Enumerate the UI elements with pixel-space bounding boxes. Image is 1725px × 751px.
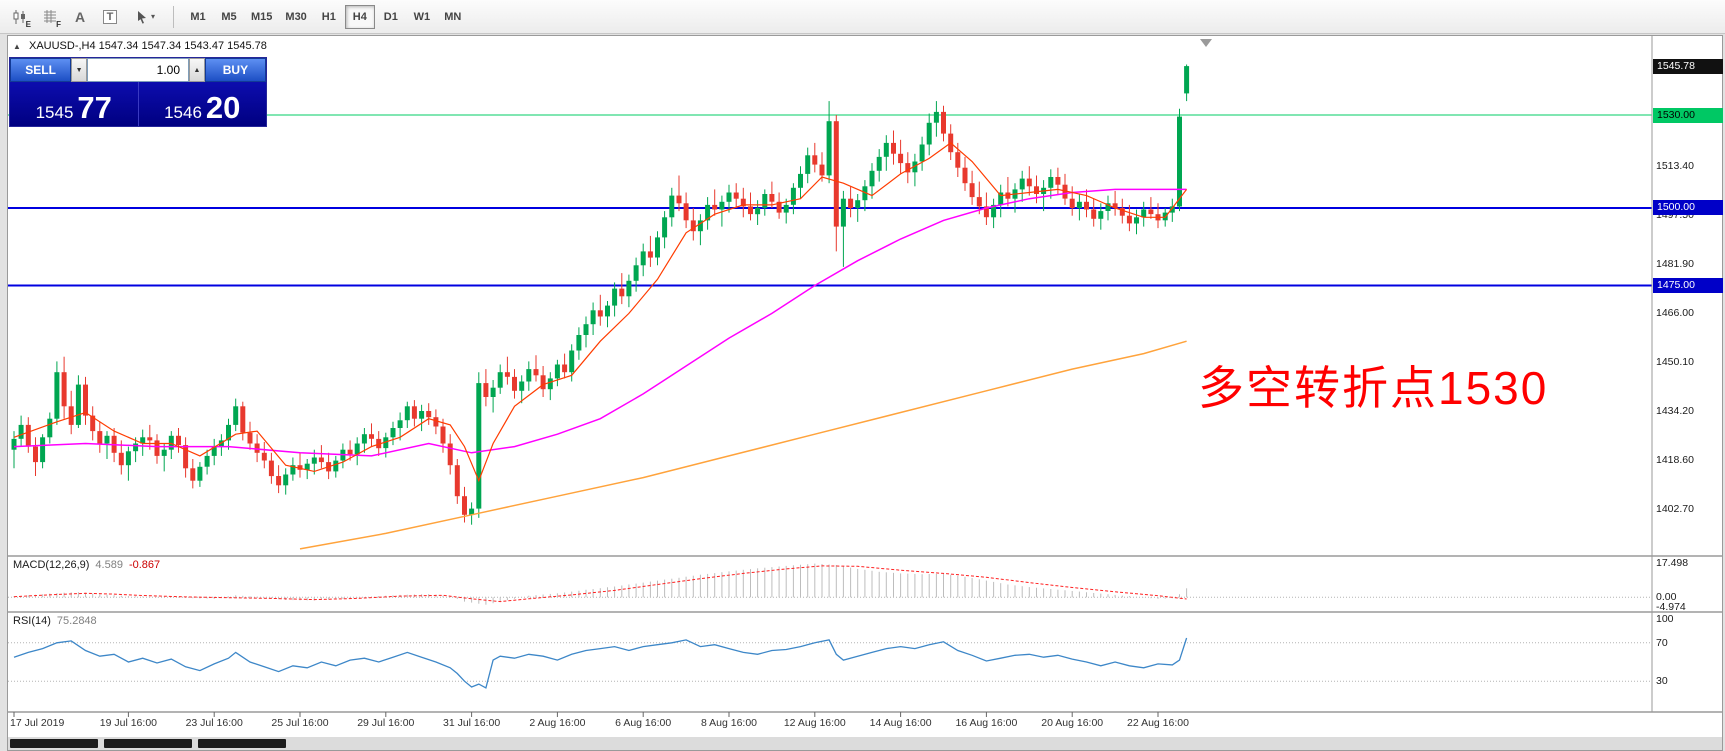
ask-price-prefix: 1546	[164, 103, 202, 122]
volume-down-button[interactable]: ▼	[71, 58, 87, 82]
main-toolbar: E F A T ▾ M1 M5 M15 M30 H1 H4 D1 W1 MN	[0, 0, 1725, 34]
price-axis-label: 1450.10	[1656, 356, 1694, 369]
time-axis-label: 19 Jul 16:00	[99, 717, 157, 729]
timeframe-group: M1 M5 M15 M30 H1 H4 D1 W1 MN	[183, 4, 468, 29]
time-axis-label: 8 Aug 16:00	[700, 717, 758, 729]
taskbar-item[interactable]	[198, 739, 286, 748]
buy-button[interactable]: BUY	[204, 58, 266, 82]
rsi-axis-label: 70	[1656, 636, 1668, 649]
macd-signal-line	[13, 565, 1187, 603]
symbol-ohlc-text: XAUUSD-,H4 1547.34 1547.34 1543.47 1545.…	[28, 40, 267, 52]
chart-shift-marker-icon[interactable]	[1200, 39, 1212, 47]
time-axis-label: 14 Aug 16:00	[869, 717, 932, 729]
toolbar-separator	[173, 5, 174, 28]
time-axis-label: 22 Aug 16:00	[1127, 717, 1189, 729]
dropdown-caret-icon: ▾	[150, 12, 155, 21]
volume-input[interactable]	[87, 58, 189, 82]
rsi-axis-label: 30	[1656, 675, 1668, 688]
volume-up-button[interactable]: ▲	[189, 58, 205, 82]
candlestick-icon	[13, 9, 25, 24]
taskbar-item[interactable]	[10, 739, 98, 748]
ask-price-display: 1546 20	[139, 82, 267, 126]
chart-type-button[interactable]: E	[6, 4, 34, 30]
time-axis-label: 29 Jul 16:00	[357, 717, 415, 729]
timeframe-button-H1[interactable]: H1	[314, 5, 344, 29]
time-axis-label: 16 Aug 16:00	[955, 717, 1018, 729]
time-axis-label: 17 Jul 2019	[10, 717, 65, 729]
bid-price-display: 1545 77	[10, 82, 139, 126]
macd-axis-label: 0.00	[1656, 591, 1677, 604]
price-level-box-1530.00[interactable]: 1530.00	[1653, 107, 1723, 123]
chart-annotation-text[interactable]: 多空转折点1530	[1198, 362, 1549, 414]
letter-t-icon: T	[102, 9, 118, 24]
timeframe-button-H4[interactable]: H4	[344, 4, 375, 29]
icon-sub-f: F	[56, 19, 61, 29]
symbol-info: ▲ XAUUSD-,H4 1547.34 1547.34 1543.47 154…	[13, 40, 267, 52]
bid-price-prefix: 1545	[35, 103, 74, 122]
timeframe-button-MN[interactable]: MN	[438, 5, 468, 29]
sell-button[interactable]: SELL	[10, 58, 72, 82]
price-axis-label: 1418.60	[1656, 453, 1694, 466]
time-axis-label: 23 Jul 16:00	[185, 717, 243, 729]
time-axis-label: 2 Aug 16:00	[529, 717, 586, 729]
price-level-box-1500.00[interactable]: 1500.00	[1653, 200, 1723, 216]
cursor-tool-button[interactable]: ▾	[126, 4, 164, 30]
bid-price-big: 77	[77, 89, 112, 125]
timeframe-button-D1[interactable]: D1	[376, 5, 406, 29]
timeframe-button-M30[interactable]: M30	[279, 5, 312, 29]
ma-red-line	[13, 142, 1188, 483]
taskbar-item[interactable]	[104, 739, 192, 748]
letter-a-icon: A	[74, 8, 86, 25]
timeframe-button-W1[interactable]: W1	[407, 5, 437, 29]
time-axis-label: 12 Aug 16:00	[783, 717, 846, 729]
current-price-box: 1545.78	[1653, 58, 1723, 74]
cursor-icon	[137, 10, 146, 24]
price-axis-label: 1466.00	[1656, 306, 1694, 319]
macd-indicator-label: MACD(12,26,9) 4.589 -0.867	[13, 559, 161, 571]
price-axis-label: 1481.90	[1656, 257, 1694, 270]
time-axis-label: 25 Jul 16:00	[271, 717, 329, 729]
ask-price-big: 20	[205, 89, 241, 125]
time-axis-label: 6 Aug 16:00	[615, 717, 672, 729]
text-tool-button[interactable]: T	[96, 4, 124, 30]
timeframe-button-M1[interactable]: M1	[183, 5, 213, 29]
chart-area[interactable]	[7, 35, 1723, 751]
icon-sub-e: E	[25, 19, 31, 29]
price-axis-label: 1513.40	[1656, 159, 1694, 172]
ma-orange-line	[299, 340, 1187, 550]
macd-axis-label: 17.498	[1656, 557, 1689, 569]
collapse-arrow-icon: ▲	[13, 42, 21, 51]
macd-axis-label: -4.974	[1656, 601, 1686, 613]
time-axis-label: 20 Aug 16:00	[1041, 717, 1104, 729]
rsi-line	[13, 637, 1188, 689]
time-axis-label: 31 Jul 16:00	[442, 717, 501, 729]
timeframe-button-M5[interactable]: M5	[214, 5, 244, 29]
bottom-bar	[8, 737, 1722, 750]
grid-icon	[44, 9, 56, 23]
label-tool-button[interactable]: A	[66, 4, 94, 30]
price-axis-label: 1402.70	[1656, 503, 1694, 516]
data-grid-button[interactable]: F	[36, 4, 64, 30]
price-level-box-1475.00[interactable]: 1475.00	[1653, 277, 1723, 293]
ma-magenta-line	[13, 188, 1187, 457]
timeframe-button-M15[interactable]: M15	[245, 5, 278, 29]
rsi-axis-label: 100	[1656, 613, 1674, 625]
price-axis-label: 1434.20	[1656, 405, 1694, 418]
rsi-indicator-label: RSI(14) 75.2848	[13, 615, 97, 627]
